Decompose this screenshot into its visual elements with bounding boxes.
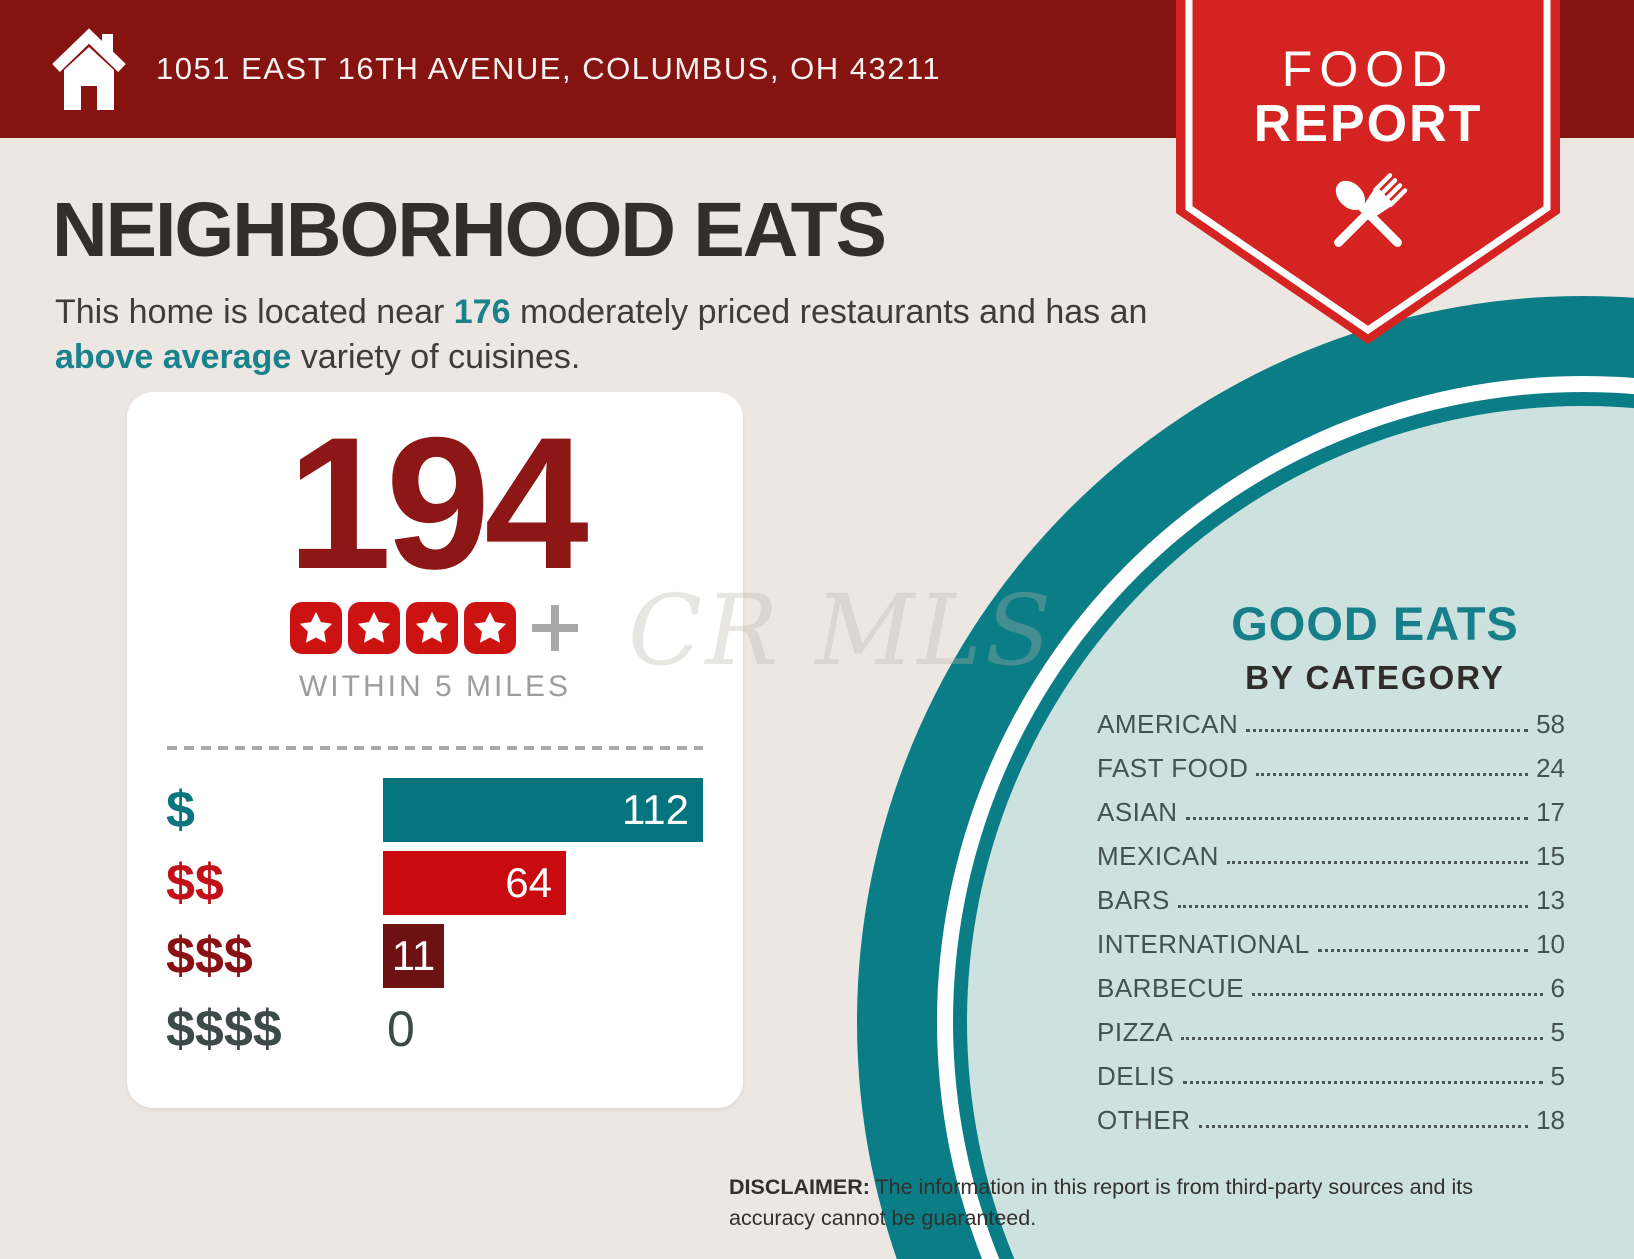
category-label: BARS — [1097, 885, 1170, 915]
price-bar-zone: 11 — [383, 924, 703, 988]
category-row: ASIAN 17 — [1097, 788, 1565, 832]
good-eats-subtitle: BY CATEGORY — [1245, 659, 1505, 696]
category-row: BARS 13 — [1097, 876, 1565, 920]
price-row: $112 — [127, 778, 743, 842]
category-row: PIZZA 5 — [1097, 1008, 1565, 1052]
price-level-label: $$$ — [166, 927, 253, 985]
price-row: $$$ 11 — [127, 924, 743, 988]
dotted-leader — [1198, 1125, 1529, 1128]
price-bar-zone: 112 — [383, 778, 703, 842]
property-address: 1051 EAST 16TH AVENUE, COLUMBUS, OH 4321… — [156, 51, 942, 86]
star-rating-row — [127, 602, 743, 654]
badge-line2: REPORT — [1253, 95, 1483, 153]
disclaimer: DISCLAIMER: The information in this repo… — [729, 1172, 1529, 1234]
price-level-label: $$ — [166, 854, 224, 912]
category-value: 13 — [1536, 885, 1565, 915]
category-label: ASIAN — [1097, 797, 1178, 827]
category-value: 17 — [1536, 797, 1565, 827]
category-value: 5 — [1550, 1017, 1565, 1047]
category-value: 24 — [1536, 753, 1565, 783]
dotted-leader — [1182, 1081, 1543, 1084]
dotted-leader — [1256, 773, 1529, 776]
star-rating — [290, 602, 516, 654]
category-list: AMERICAN 58 FAST FOOD 24 ASIAN 17 MEXICAN 15 BAR… — [1097, 700, 1565, 1140]
category-value: 18 — [1536, 1105, 1565, 1135]
radius-label: WITHIN 5 MILES — [298, 670, 572, 703]
summary-part2: moderately priced restaurants and has an — [510, 293, 1148, 331]
category-label: AMERICAN — [1097, 709, 1239, 739]
price-zero-value: 0 — [387, 1001, 415, 1057]
dotted-leader — [1252, 993, 1543, 996]
star-icon — [348, 602, 400, 654]
badge-line1: FOOD — [1281, 41, 1455, 97]
star-icon — [464, 602, 516, 654]
spoon-fork-icon — [1334, 173, 1408, 247]
category-row: AMERICAN 58 — [1097, 700, 1565, 744]
category-label: OTHER — [1097, 1105, 1191, 1135]
food-report-badge: FOOD REPORT — [1176, 0, 1560, 344]
summary-text: This home is located near 176 moderately… — [55, 290, 1155, 380]
variety-rating: above average — [55, 338, 292, 376]
price-row: $$ 64 — [127, 851, 743, 915]
price-chart: $112 $$ 64 $$$ 11 $$$$ 0 — [127, 778, 743, 1061]
total-restaurants: 194 — [287, 398, 589, 608]
category-row: OTHER 18 — [1097, 1096, 1565, 1140]
dotted-leader — [1181, 1037, 1543, 1040]
category-row: MEXICAN 15 — [1097, 832, 1565, 876]
home-icon — [52, 28, 126, 110]
price-level-label: $$$$ — [166, 1000, 282, 1058]
dotted-leader — [1177, 905, 1529, 908]
category-value: 6 — [1550, 973, 1565, 1003]
price-row: $$$$ 0 — [127, 997, 743, 1061]
summary-part1: This home is located near — [55, 293, 454, 331]
category-label: MEXICAN — [1097, 841, 1219, 871]
category-row: FAST FOOD 24 — [1097, 744, 1565, 788]
page-title: NEIGHBORHOOD EATS — [52, 187, 887, 273]
category-row: BARBECUE 6 — [1097, 964, 1565, 1008]
category-label: INTERNATIONAL — [1097, 929, 1310, 959]
star-icon — [290, 602, 342, 654]
good-eats-title: GOOD EATS — [1231, 597, 1519, 650]
category-label: BARBECUE — [1097, 973, 1245, 1003]
disclaimer-label: DISCLAIMER: — [729, 1175, 870, 1199]
price-level-label: $ — [166, 781, 195, 839]
price-bar: 11 — [383, 924, 444, 988]
disclaimer-text: The information in this report is from t… — [729, 1175, 1473, 1230]
ribbon-shape-icon — [1176, 0, 1560, 344]
category-label: FAST FOOD — [1097, 753, 1249, 783]
dotted-leader — [1246, 729, 1529, 732]
good-eats-header: GOOD EATS BY CATEGORY — [1150, 596, 1600, 697]
restaurant-stats-card: 194 WITHIN 5 MILES $112 $$ 64 $$$ 11 $$$$ 0 — [127, 392, 743, 1108]
category-row: DELIS 5 — [1097, 1052, 1565, 1096]
price-bar-zone: 64 — [383, 851, 703, 915]
dotted-leader — [1317, 949, 1529, 952]
category-value: 5 — [1550, 1061, 1565, 1091]
price-bar-zone: 0 — [383, 997, 703, 1061]
dotted-leader — [1185, 817, 1529, 820]
category-row: INTERNATIONAL 10 — [1097, 920, 1565, 964]
plus-icon — [532, 605, 578, 651]
category-label: PIZZA — [1097, 1017, 1174, 1047]
restaurant-count: 176 — [453, 293, 511, 331]
category-value: 10 — [1536, 929, 1565, 959]
price-bar: 64 — [383, 851, 566, 915]
category-label: DELIS — [1097, 1061, 1175, 1091]
summary-part3: variety of cuisines. — [291, 338, 581, 376]
dotted-leader — [1226, 861, 1529, 864]
star-icon — [406, 602, 458, 654]
category-value: 15 — [1536, 841, 1565, 871]
dashed-divider — [167, 746, 703, 750]
category-value: 58 — [1536, 709, 1565, 739]
price-bar: 112 — [383, 778, 703, 842]
